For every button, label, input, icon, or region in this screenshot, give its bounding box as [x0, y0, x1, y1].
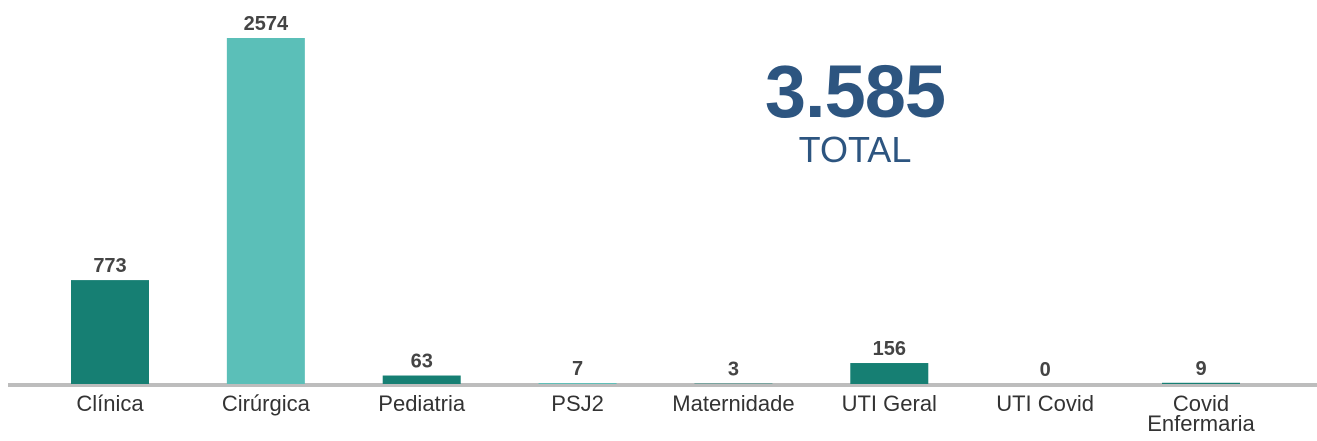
value-label: 7 [572, 358, 583, 380]
value-label: 2574 [244, 13, 289, 35]
category-label: UTI Covid [996, 391, 1095, 416]
category-label: Cirúrgica [221, 391, 310, 416]
bar [71, 280, 149, 384]
category-label: UTI Geral [841, 391, 937, 416]
bar [382, 375, 461, 384]
category-label: Pediatria [378, 391, 466, 416]
value-label: 9 [1195, 358, 1206, 380]
total-label: TOTAL [798, 129, 912, 170]
category-label: Clínica [76, 391, 144, 416]
total-box: 3.585 TOTAL [700, 52, 1010, 168]
bar [1162, 382, 1240, 384]
category-label: Covid Enfermaria [1147, 391, 1255, 436]
value-label: 0 [1040, 359, 1051, 381]
value-label: 156 [873, 338, 906, 360]
bar [538, 383, 617, 384]
bar [850, 363, 929, 384]
value-label: 63 [411, 351, 433, 373]
value-label: 773 [93, 255, 126, 277]
total-value: 3.585 [764, 50, 946, 133]
bar [226, 38, 305, 384]
category-label: PSJ2 [551, 391, 604, 416]
value-label: 3 [728, 359, 739, 381]
category-label: Maternidade [672, 391, 795, 416]
